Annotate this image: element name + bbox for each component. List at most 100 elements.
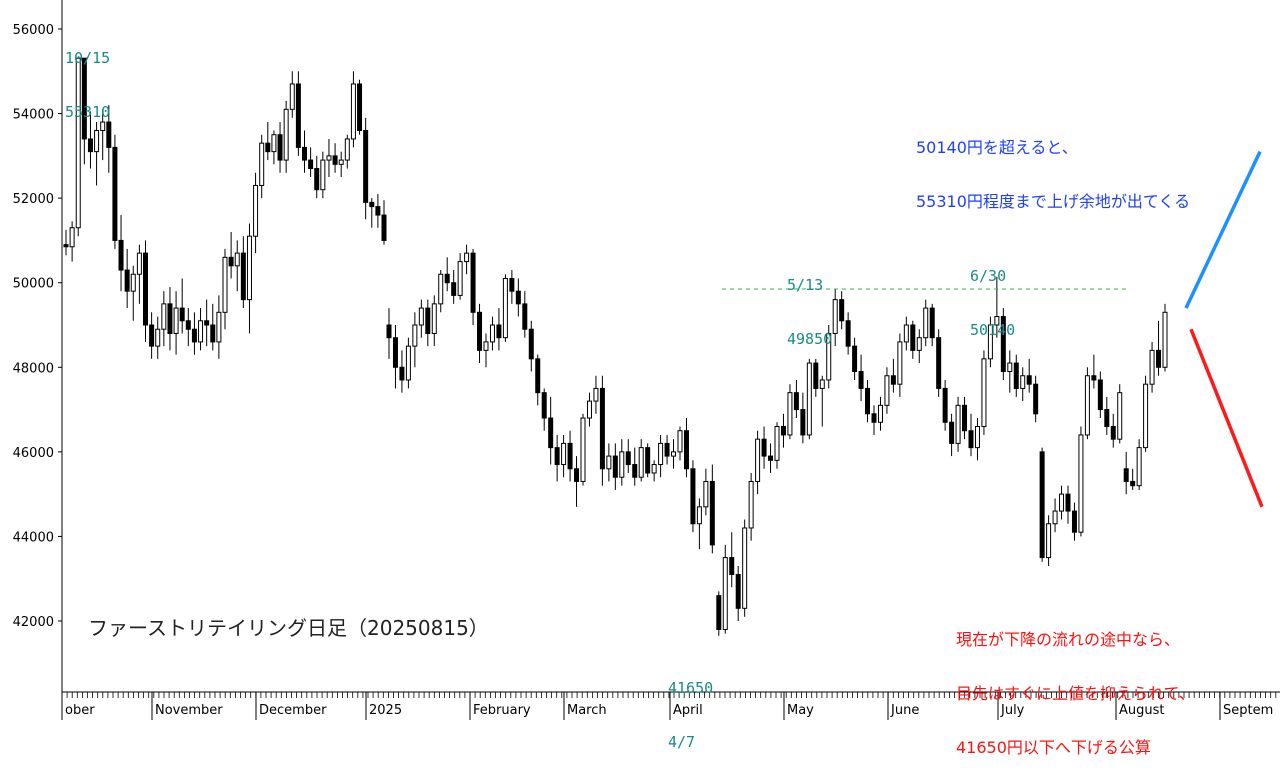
bull-scenario-note: 50140円を超えると、 55310円程度まで上げ余地が出てくる [916,103,1190,229]
candle-down [167,303,173,334]
bear-note-line-1: 現在が下降の流れの途中なら、 [956,630,1181,649]
candle-up [198,320,204,343]
candle-down [118,239,124,271]
candle-down [936,337,942,389]
candle-down [858,371,864,389]
candle-down [683,430,689,470]
candle-down [535,358,541,394]
candle-up [412,324,418,347]
candle-up [457,261,463,296]
candle-up [418,307,424,326]
label-high-oct-value: 55310 [65,103,111,121]
candle-up [502,277,508,339]
candle-down [87,138,93,153]
candle-down [845,320,851,347]
candle-down [451,282,457,296]
candle-down [528,328,534,360]
candle-down [392,337,398,368]
candle-up [289,83,295,110]
candle-up [1084,375,1090,436]
candle-down [314,168,320,191]
bullish-arrow [1184,150,1262,309]
x-tick-label: May [787,703,814,718]
bear-note-line-3: 41650円以下へ下げる公算 [956,738,1151,757]
label-high-jun-date: 6/30 [970,267,1007,285]
candle-down [363,129,369,203]
candle-down [716,595,722,630]
candle-up [981,358,987,427]
candle-up [884,375,890,406]
candle-down [1104,409,1110,427]
candle-down [871,413,877,423]
candle-down [554,447,560,466]
candle-up [703,480,709,508]
candle-down [574,468,580,482]
candle-down [477,311,483,351]
candle-down [768,455,774,461]
candle-up [1117,392,1123,440]
candle-up [173,307,179,334]
candle-up [638,447,644,478]
bearish-arrow [1189,328,1264,508]
candle-up [1007,362,1013,373]
candle-up [586,400,592,419]
candle-up [806,362,812,436]
candle-up [1059,493,1065,512]
candle-up [253,184,259,237]
candle-up [877,404,883,423]
candle-down [735,573,741,609]
candle-down [228,256,234,267]
candle-down [308,159,314,170]
candle-down [910,324,916,351]
bull-note-line-2: 55310円程度まで上げ余地が出てくる [916,192,1191,211]
candle-up [774,425,780,461]
candle-down [761,438,767,457]
candle-up [155,328,161,347]
candle-up [1078,434,1084,533]
candle-down [780,425,786,436]
candle-down [149,324,155,347]
candle-up [136,252,142,275]
x-tick-label: August [1119,703,1165,718]
candle-up [320,159,326,191]
candle-down [1110,425,1116,440]
x-tick-label: April [673,703,703,718]
candle-up [1052,510,1058,525]
candle-down [204,320,210,326]
candle-down [399,366,405,381]
candle-down [496,324,502,339]
candle-down [1097,379,1103,411]
label-high-oct: 10/15 55310 [65,13,110,139]
candle-up [1162,311,1168,368]
candle-up [748,480,754,529]
candle-up [677,430,683,453]
candle-up [431,303,437,334]
candle-up [1046,523,1052,559]
candle-up [696,506,702,525]
candle-down [1033,383,1039,415]
candle-up [561,442,567,466]
candle-up [1149,349,1155,385]
candle-up [974,425,980,449]
candle-down [645,447,651,474]
candle-down [729,557,735,575]
candle-up [489,324,495,343]
candle-down [522,303,528,330]
candle-up [246,235,252,301]
candle-down [709,480,715,546]
candle-down [1065,493,1071,512]
candle-down [375,206,381,216]
label-high-may-date: 5/13 [787,276,824,294]
candle-up [955,404,961,444]
candle-down [191,328,197,343]
candle-up [69,227,75,248]
candle-down [185,320,191,330]
candle-up [130,273,136,292]
candle-down [295,83,301,148]
candle-up [819,379,825,389]
candle-down [1091,375,1097,381]
label-high-may: 5/13 49850 [787,240,832,366]
candle-down [541,392,547,419]
candle-down [567,442,573,470]
candle-up [722,557,728,630]
